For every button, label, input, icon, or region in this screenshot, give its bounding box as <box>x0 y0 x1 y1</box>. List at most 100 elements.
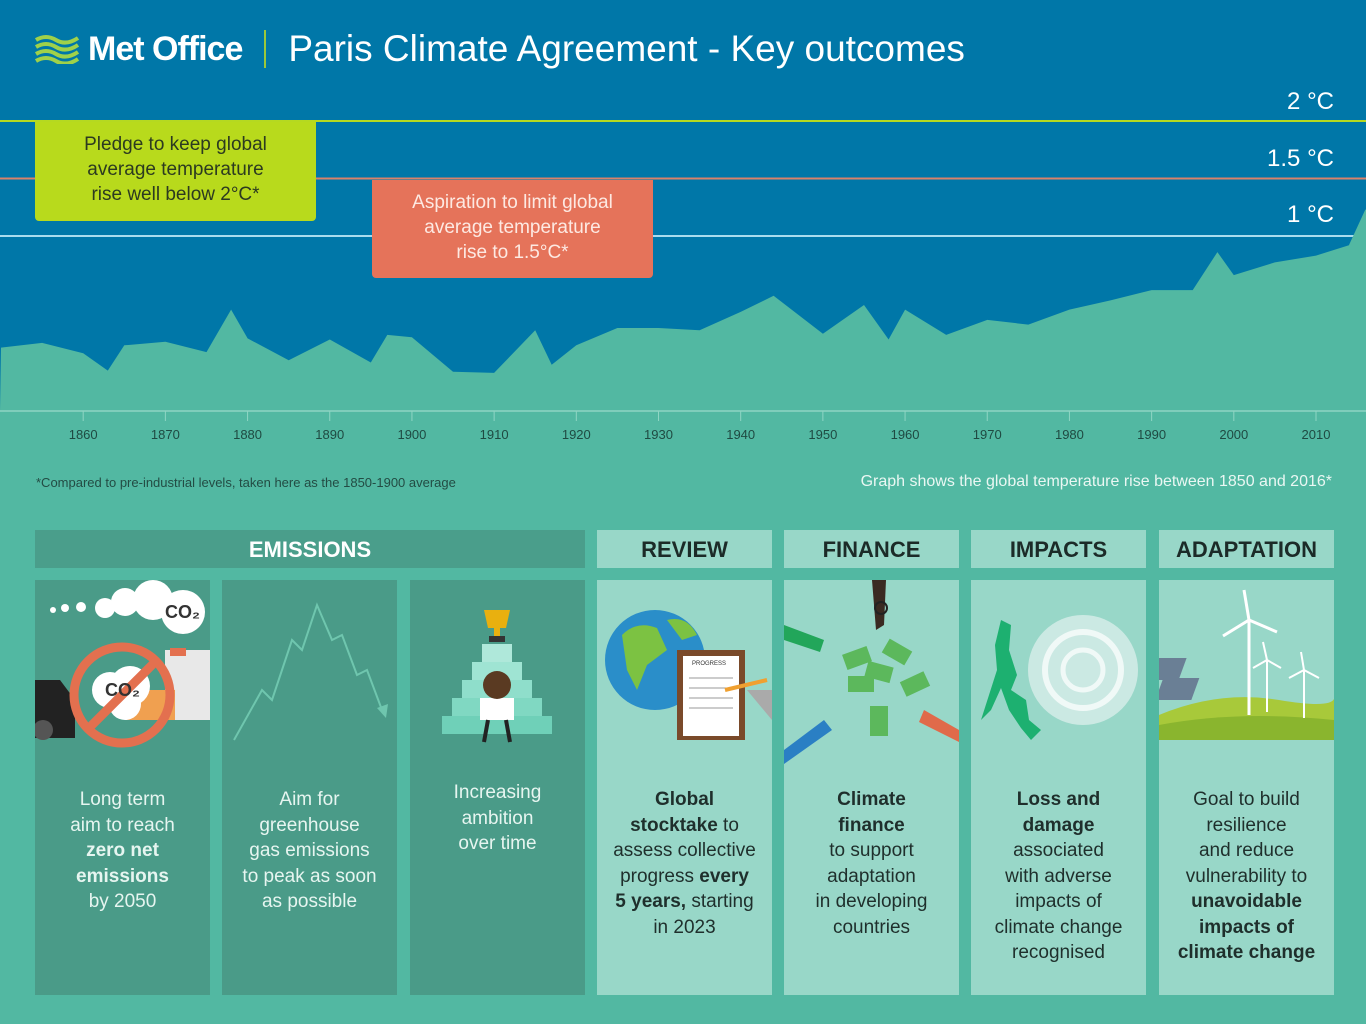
renewables-landscape-icon <box>1159 589 1334 740</box>
met-office-logo-icon <box>34 35 80 64</box>
card-adaptation: Goal to build resilience and reduce vuln… <box>1159 580 1334 995</box>
x-tick-label: 1880 <box>233 427 262 442</box>
temperature-area <box>0 209 1366 411</box>
page-title: Paris Climate Agreement - Key outcomes <box>288 28 965 69</box>
text-line: in 2023 <box>653 916 716 938</box>
card-peak-emissions: Aim for greenhouse gas emissions to peak… <box>222 580 397 995</box>
logo-text: Met Office <box>88 29 243 68</box>
x-tick-label: 2010 <box>1302 427 1331 442</box>
text-span: progress <box>620 865 700 887</box>
text-line: countries <box>832 916 911 938</box>
text-line: Goal to build <box>1193 789 1300 810</box>
section-emissions: EMISSIONS <box>35 530 585 568</box>
text-line: with adverse <box>1005 865 1112 887</box>
x-tick-label: 1990 <box>1137 427 1166 442</box>
threshold-label-1: 1 °C <box>1287 201 1334 228</box>
money-hands-icon <box>784 580 959 764</box>
section-review: REVIEW <box>597 530 772 568</box>
x-tick-label: 1960 <box>891 427 920 442</box>
threshold-label-2: 2 °C <box>1287 88 1334 115</box>
callout-line: average temperature <box>87 159 264 180</box>
text-line: ambition <box>461 807 534 829</box>
text-line: as possible <box>261 891 358 912</box>
co2-label: CO₂ <box>165 602 200 622</box>
card-text: Climate finance to support adaptation in… <box>784 787 959 940</box>
section-adaptation: ADAPTATION <box>1159 530 1334 568</box>
peak-line-icon <box>233 602 388 741</box>
threshold-label-1-5: 1.5 °C <box>1267 145 1334 172</box>
card-increasing-ambition: Increasing ambition over time <box>410 580 585 995</box>
section-impacts: IMPACTS <box>971 530 1146 568</box>
text-line: to support <box>829 840 914 861</box>
clipboard-label: PROGRESS <box>692 661 727 667</box>
text-span: starting <box>686 891 754 912</box>
text-line: finance <box>838 814 905 836</box>
text-line: Aim for <box>279 789 340 810</box>
text-line: damage <box>1022 814 1095 836</box>
header-divider <box>264 30 267 68</box>
card-climate-finance: Climate finance to support adaptation in… <box>784 580 959 995</box>
header: Met Office Paris Climate Agreement - Key… <box>34 28 965 70</box>
text-line: to peak as soon <box>242 865 377 887</box>
text-bold: stocktake <box>630 814 718 836</box>
text-line: Climate <box>837 789 906 810</box>
x-tick-label: 2000 <box>1219 427 1248 442</box>
text-line: climate change <box>1177 942 1316 963</box>
text-line: Increasing <box>453 782 542 803</box>
text-line: Long term <box>79 789 166 810</box>
text-line: unavoidable <box>1191 891 1302 912</box>
text-line: gas emissions <box>249 840 370 861</box>
callout-line: rise to 1.5°C* <box>456 242 569 263</box>
card-text: Long term aim to reach zero net emission… <box>35 787 210 915</box>
card-text: Goal to build resilience and reduce vuln… <box>1159 787 1334 966</box>
text-bold: Global <box>654 789 715 810</box>
text-line: adaptation <box>827 865 916 887</box>
x-tick-label: 1970 <box>973 427 1002 442</box>
text-line: over time <box>458 833 537 854</box>
x-tick-label: 1870 <box>151 427 180 442</box>
card-text: Global stocktake to assess collective pr… <box>597 787 772 940</box>
text-line: impacts of <box>1198 916 1295 938</box>
chart-lower-band <box>0 411 1366 460</box>
x-tick-label: 1980 <box>1055 427 1084 442</box>
x-tick-label: 1910 <box>480 427 509 442</box>
callout-line: Aspiration to limit global <box>412 192 613 213</box>
card-global-stocktake: PROGRESS Global stocktake to assess coll… <box>597 580 772 995</box>
card-zero-net-emissions: CO₂ CO₂ Long term aim to reach zero net … <box>35 580 210 995</box>
x-tick-label: 1950 <box>808 427 837 442</box>
x-tick-label: 1940 <box>726 427 755 442</box>
text-line: and reduce <box>1198 840 1295 861</box>
text-line: associated <box>1013 840 1104 861</box>
card-text: Loss and damage associated with adverse … <box>971 787 1146 966</box>
text-line: recognised <box>1012 942 1105 963</box>
text-bold: every <box>699 865 749 887</box>
callout-line: Pledge to keep global <box>84 134 267 155</box>
co2-label: CO₂ <box>105 680 140 700</box>
text-line: climate change <box>994 916 1123 938</box>
x-tick-label: 1900 <box>397 427 426 442</box>
text-line: in developing <box>815 891 928 912</box>
car-emissions-icon <box>35 580 210 748</box>
typhoon-map-icon <box>981 615 1138 740</box>
aspiration-callout: Aspiration to limit global average tempe… <box>372 180 653 278</box>
card-text: Aim for greenhouse gas emissions to peak… <box>222 787 397 915</box>
x-tick-label: 1860 <box>69 427 98 442</box>
callout-line: average temperature <box>424 217 601 238</box>
text-line: aim to reach <box>70 814 175 836</box>
text-line: emissions <box>76 865 169 887</box>
text-line: by 2050 <box>88 891 157 912</box>
globe-clipboard-icon <box>605 610 772 740</box>
text-line: greenhouse <box>259 814 360 836</box>
card-loss-and-damage: Loss and damage associated with adverse … <box>971 580 1146 995</box>
text-line: vulnerability to <box>1185 865 1308 887</box>
x-tick-label: 1890 <box>315 427 344 442</box>
graph-caption: Graph shows the global temperature rise … <box>860 473 1332 490</box>
text-line: Loss and <box>1016 789 1101 810</box>
section-finance: FINANCE <box>784 530 959 568</box>
text-line: assess collective <box>613 840 756 861</box>
trophy-steps-icon <box>442 610 552 743</box>
callout-line: rise well below 2°C* <box>91 184 260 205</box>
pledge-callout: Pledge to keep global average temperatur… <box>35 122 316 221</box>
footnote: *Compared to pre-industrial levels, take… <box>36 475 456 490</box>
text-line: resilience <box>1206 814 1287 836</box>
